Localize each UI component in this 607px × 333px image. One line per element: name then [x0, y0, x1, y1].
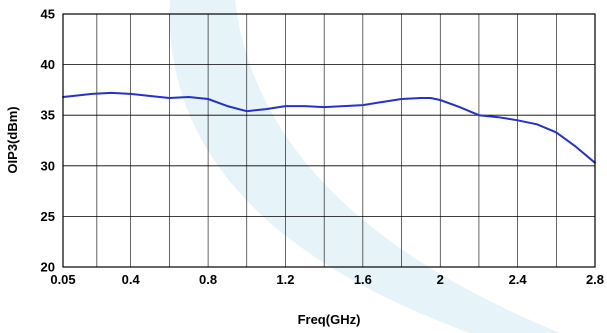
x-tick-label: 1.6 — [354, 272, 372, 287]
y-tick-label: 45 — [41, 7, 55, 22]
y-tick-label: 40 — [41, 57, 55, 72]
tick-labels: 0.05 0.4 0.8 1.2 1.6 2 2.4 2.8 20 25 30 35 40 45 — [41, 7, 605, 288]
x-tick-label: 2 — [437, 272, 444, 287]
y-tick-label: 20 — [41, 260, 55, 275]
x-tick-label: 2.8 — [586, 272, 604, 287]
y-tick-label: 35 — [41, 108, 55, 123]
series-layer — [62, 91, 596, 164]
grid — [63, 14, 595, 267]
y-tick-label: 25 — [41, 209, 55, 224]
plot-frame — [62, 13, 596, 268]
x-tick-label: 0.8 — [199, 272, 217, 287]
series-line — [62, 91, 596, 164]
x-tick-label: 0.4 — [122, 272, 141, 287]
x-tick-label: 2.4 — [509, 272, 528, 287]
y-axis-label: OIP3(dBm) — [5, 106, 20, 173]
background-watermark — [169, 0, 560, 333]
x-tick-label: 1.2 — [276, 272, 294, 287]
y-tick-label: 30 — [41, 158, 55, 173]
x-tick-label: 0.05 — [50, 272, 75, 287]
x-axis-label: Freq(GHz) — [298, 312, 361, 327]
